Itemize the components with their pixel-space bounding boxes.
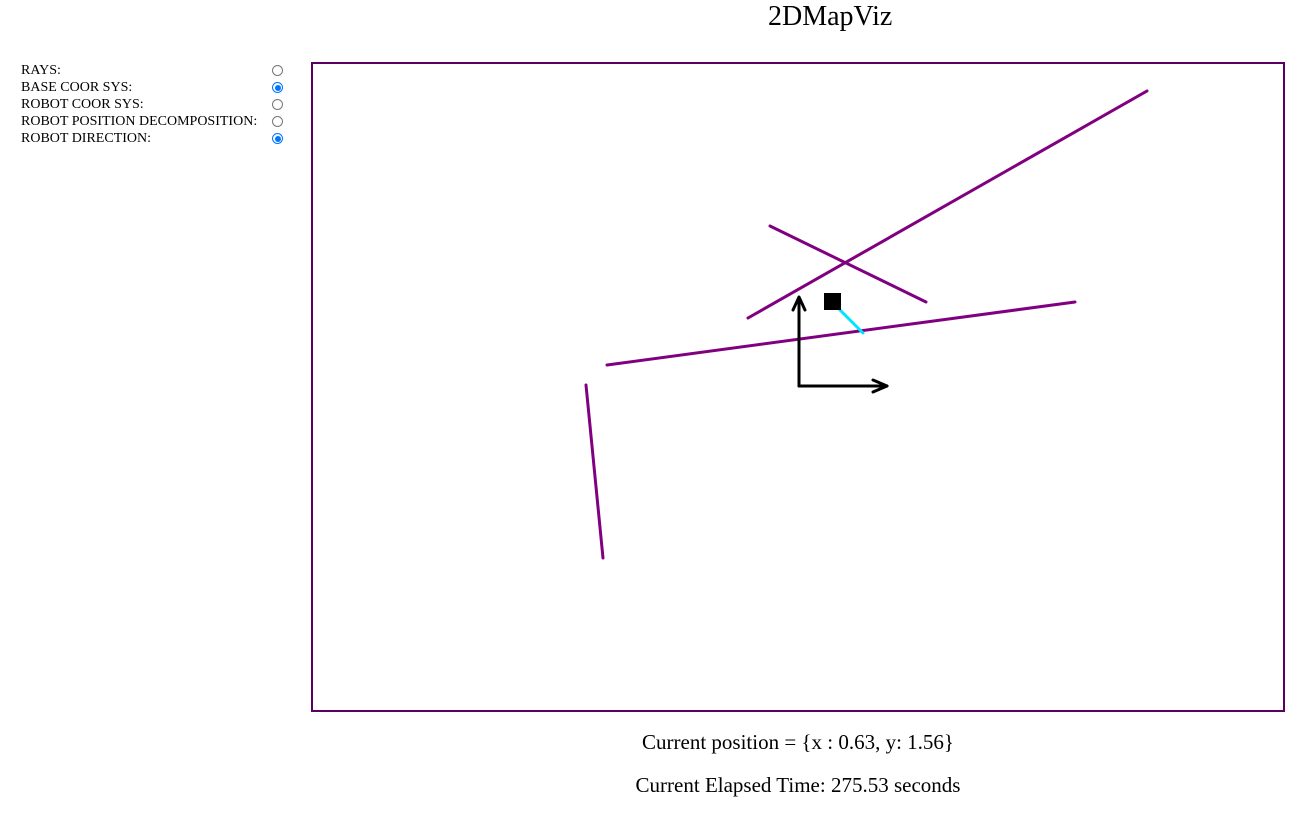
wall-segment — [605, 300, 1077, 367]
toggle-base-coor-sys-label: BASE COOR SYS: — [21, 80, 133, 95]
toggle-robot-position-decomposition[interactable]: ROBOT POSITION DECOMPOSITION: — [21, 113, 283, 130]
toggle-rays-radio[interactable] — [272, 65, 283, 76]
page-title: 2DMapViz — [768, 1, 893, 32]
layer-toggle-panel: RAYS: BASE COOR SYS: ROBOT COOR SYS: ROB… — [21, 62, 283, 147]
wall-segment — [584, 383, 605, 560]
toggle-robot-coor-sys[interactable]: ROBOT COOR SYS: — [21, 96, 283, 113]
toggle-robot-position-decomposition-radio[interactable] — [272, 116, 283, 127]
wall-segment — [768, 224, 928, 304]
toggle-robot-position-decomposition-label: ROBOT POSITION DECOMPOSITION: — [21, 114, 258, 129]
base-coordinate-system — [791, 295, 889, 394]
toggle-robot-direction-radio[interactable] — [272, 133, 283, 144]
map-canvas[interactable] — [311, 62, 1285, 712]
base-y-axis-arrowhead — [791, 295, 807, 312]
map-drawing — [584, 89, 1149, 560]
toggle-base-coor-sys[interactable]: BASE COOR SYS: — [21, 79, 283, 96]
toggle-robot-direction[interactable]: ROBOT DIRECTION: — [21, 130, 283, 147]
toggle-rays[interactable]: RAYS: — [21, 62, 283, 79]
wall-segments — [584, 89, 1149, 560]
toggle-base-coor-sys-radio[interactable] — [272, 82, 283, 93]
elapsed-time-readout: Current Elapsed Time: 275.53 seconds — [635, 773, 961, 797]
robot-marker — [824, 293, 841, 310]
toggle-robot-coor-sys-radio[interactable] — [272, 99, 283, 110]
wall-segment — [746, 89, 1149, 320]
base-x-axis-arrowhead — [871, 378, 889, 394]
current-position-readout: Current position = {x : 0.63, y: 1.56} — [642, 730, 954, 754]
toggle-rays-label: RAYS: — [21, 63, 61, 78]
toggle-robot-direction-label: ROBOT DIRECTION: — [21, 131, 152, 146]
toggle-robot-coor-sys-label: ROBOT COOR SYS: — [21, 97, 144, 112]
